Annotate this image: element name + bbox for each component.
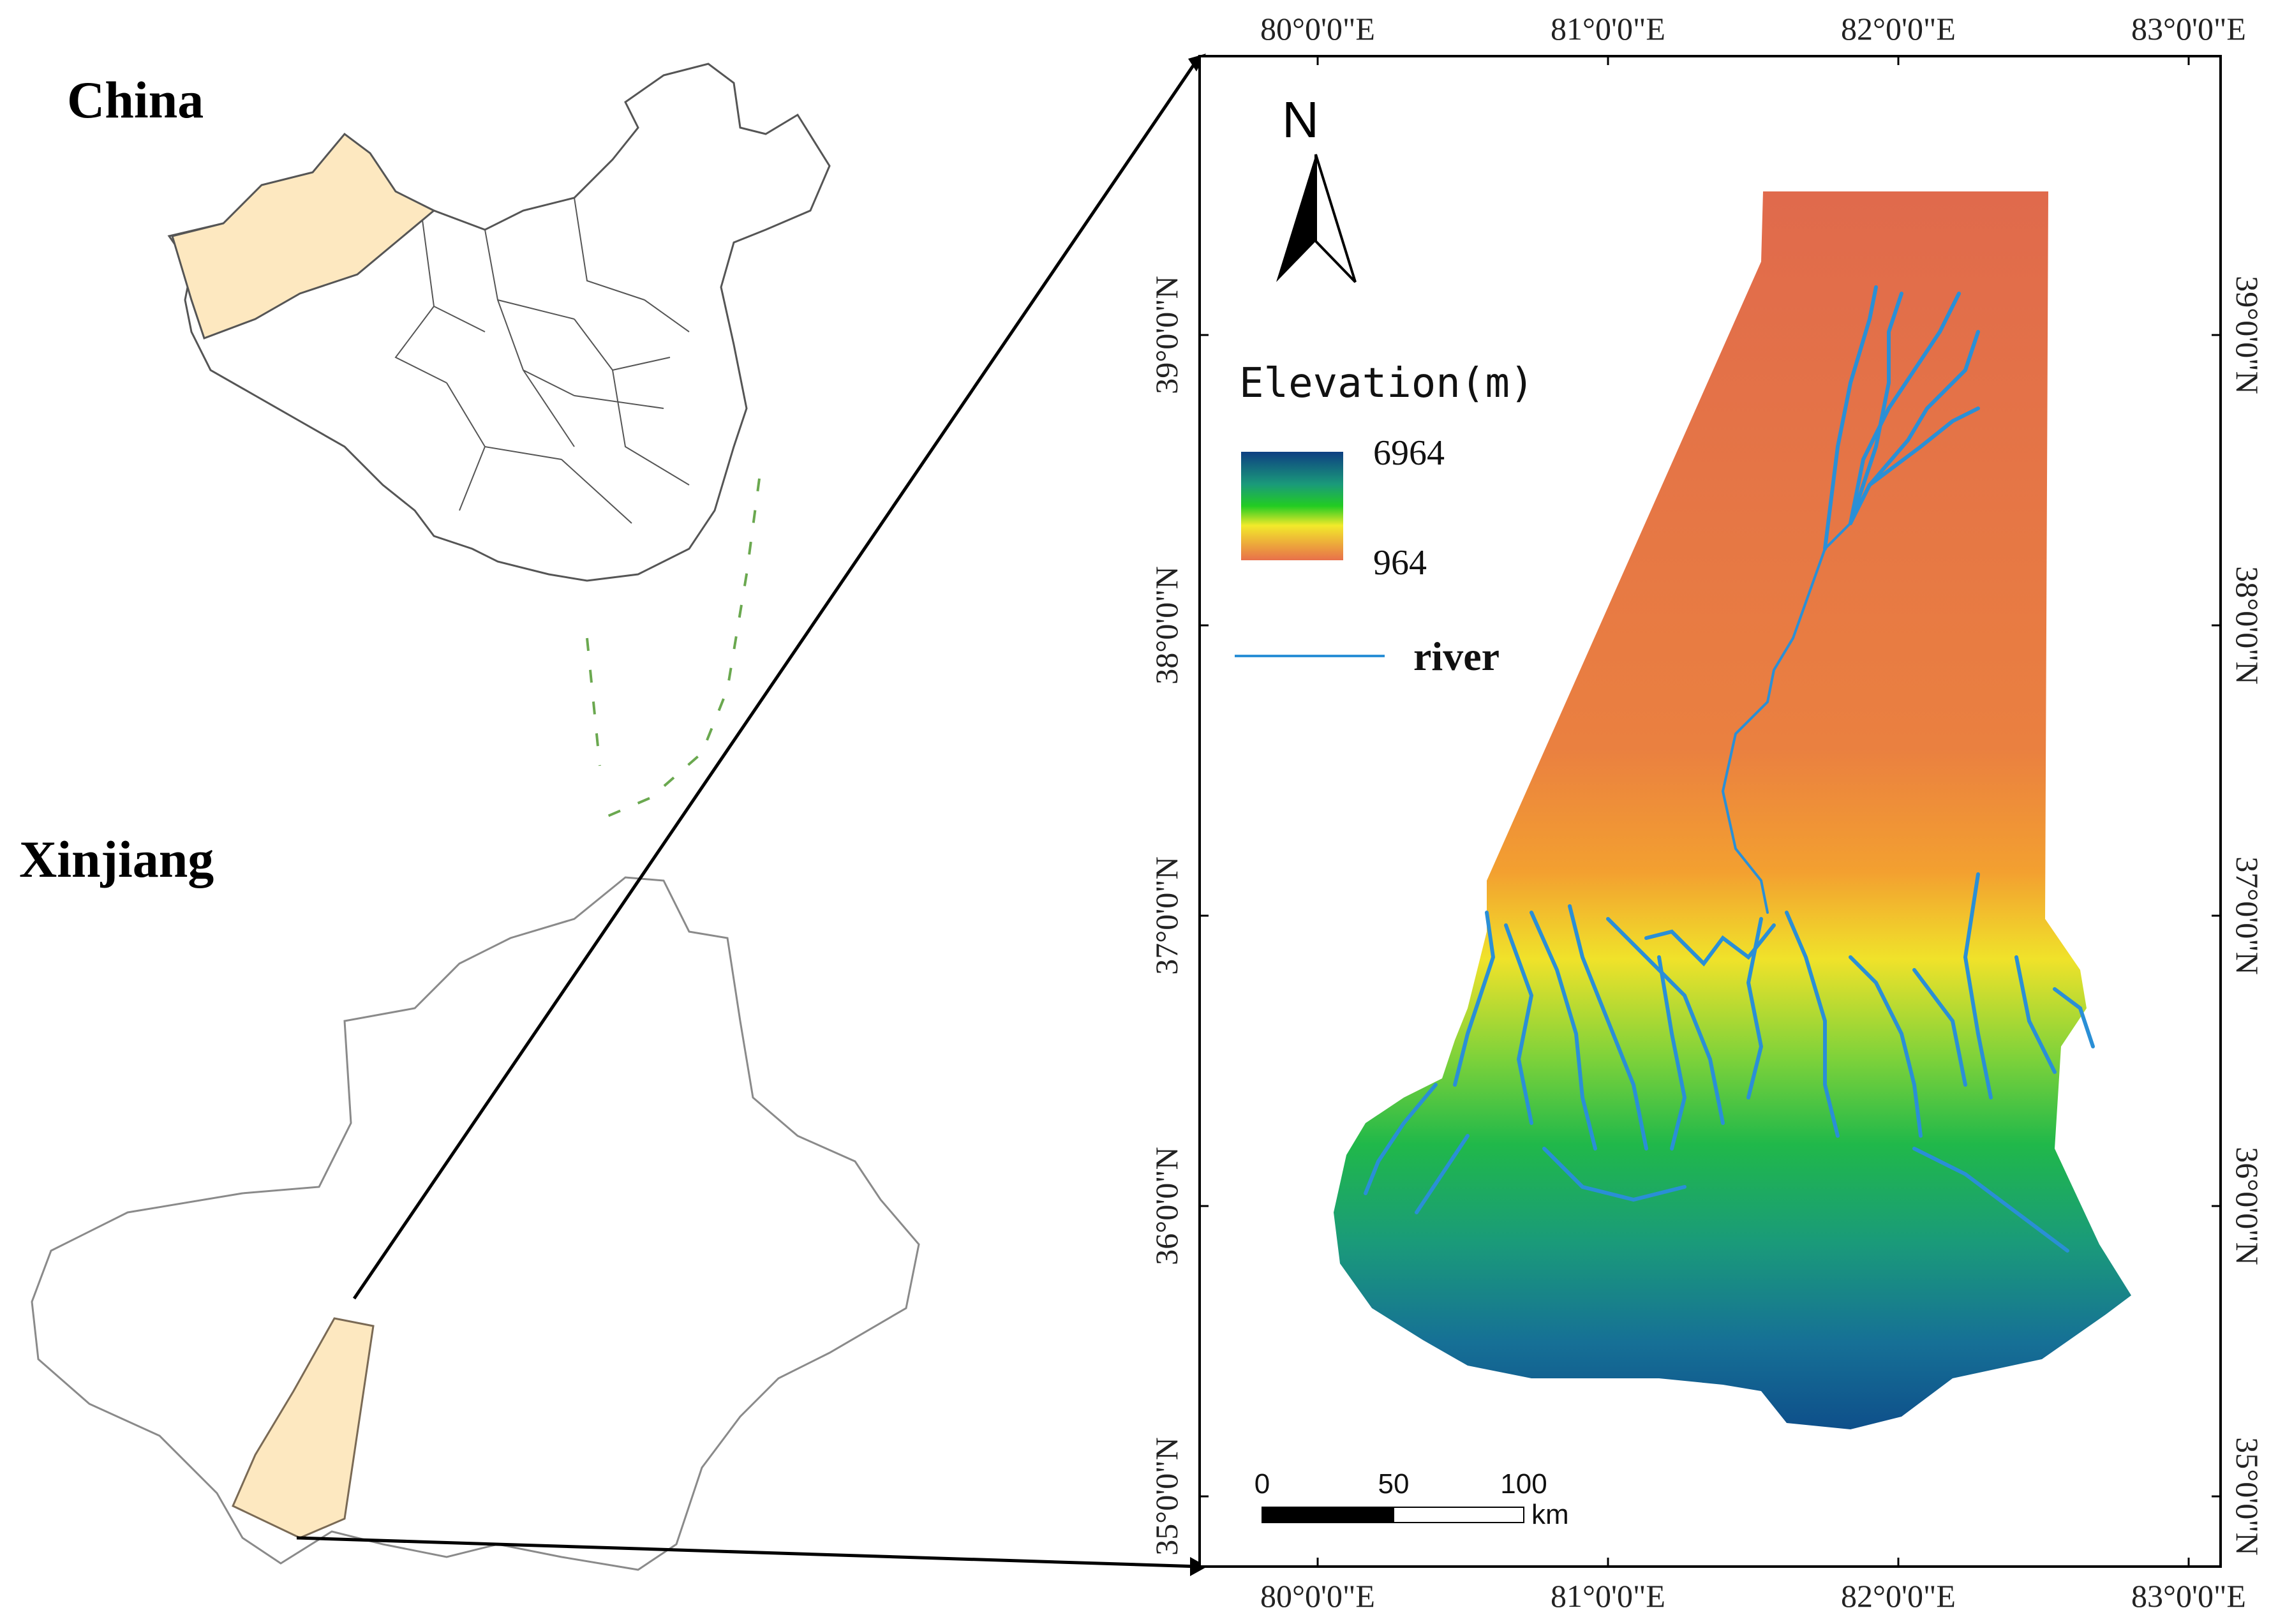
- axis-left-label: 36°0'0"N: [1149, 1147, 1184, 1265]
- scale-bar-white: [1393, 1507, 1524, 1523]
- river-lower: [1785, 911, 1840, 1138]
- river-lower: [1530, 911, 1597, 1151]
- xinjiang-highlight-china: [171, 132, 436, 339]
- river-lower: [1912, 1147, 2069, 1253]
- xinjiang-map: [31, 876, 920, 1571]
- north-arrow-right: [1314, 154, 1357, 283]
- axis-right-label: 39°0'0"N: [2230, 276, 2265, 394]
- scale-tick-0: 0: [1254, 1468, 1270, 1500]
- scale-tick-50: 50: [1378, 1468, 1410, 1500]
- scale-unit: km: [1531, 1499, 1569, 1530]
- river-lower: [2014, 955, 2057, 1074]
- north-arrow: N: [1276, 91, 1357, 283]
- river-branch: [1868, 406, 1980, 487]
- river-branch: [1849, 330, 1980, 525]
- axis-right-label: 37°0'0"N: [2230, 856, 2265, 975]
- river-lower: [1542, 1147, 1686, 1202]
- connector-bottom: [296, 1536, 1200, 1568]
- axis-top-label: 83°0'0"E: [2131, 11, 2246, 47]
- connector-top: [352, 55, 1202, 1300]
- river-lower: [1657, 955, 1687, 1151]
- river-branch: [1849, 292, 1961, 525]
- south-sea-dashes: [586, 478, 761, 818]
- axis-right-label: 36°0'0"N: [2230, 1147, 2265, 1265]
- scale-bar: 0 50 100 km: [1254, 1468, 1569, 1530]
- axis-left-label: 35°0'0"N: [1149, 1437, 1184, 1556]
- river-lower: [1415, 1134, 1470, 1214]
- river-lower: [1606, 917, 1725, 1125]
- axis-bottom-label: 81°0'0"E: [1551, 1578, 1665, 1614]
- legend-title: Elevation(m): [1239, 360, 1534, 407]
- axis-top-label: 81°0'0"E: [1551, 11, 1665, 47]
- river-lower: [1504, 923, 1534, 1125]
- study-area-dem: [1334, 191, 2131, 1429]
- legend-color-ramp: [1241, 452, 1343, 560]
- xinjiang-label: Xinjiang: [19, 830, 214, 888]
- xinjiang-outline: [31, 876, 920, 1571]
- axis-left-label: 37°0'0"N: [1149, 856, 1184, 975]
- legend-min-label: 964: [1373, 543, 1427, 583]
- river-lower: [2053, 987, 2095, 1048]
- axis-right: 39°0'0"N 38°0'0"N 37°0'0"N 36°0'0"N 35°0…: [2230, 276, 2265, 1556]
- river-lower: [1746, 917, 1764, 1099]
- river-lower: [1912, 968, 1967, 1087]
- river-main: [1721, 522, 1852, 914]
- river-lower: [1453, 911, 1496, 1087]
- north-arrow-label: N: [1282, 91, 1319, 148]
- study-area-xinjiang: [232, 1317, 375, 1539]
- river-lower: [1963, 872, 1993, 1099]
- axis-left-label: 38°0'0"N: [1149, 566, 1184, 685]
- china-label: China: [67, 71, 204, 129]
- axis-bottom: 80°0'0"E 81°0'0"E 82°0'0"E 83°0'0"E: [1260, 1578, 2246, 1614]
- axis-left: 39°0'0"N 38°0'0"N 37°0'0"N 36°0'0"N 35°0…: [1149, 276, 1184, 1556]
- scale-bar-black: [1262, 1507, 1394, 1523]
- axis-bottom-label: 83°0'0"E: [2131, 1578, 2246, 1614]
- river-branch: [1823, 285, 1878, 551]
- axis-top-label: 80°0'0"E: [1260, 11, 1375, 47]
- axis-left-label: 39°0'0"N: [1149, 276, 1184, 394]
- axis-top-label: 82°0'0"E: [1841, 11, 1956, 47]
- china-map: [167, 63, 831, 818]
- china-outline: [167, 63, 831, 582]
- axis-right-label: 35°0'0"N: [2230, 1437, 2265, 1556]
- province-borders: [394, 197, 690, 524]
- river-branch: [1849, 292, 1903, 525]
- legend-river-label: river: [1413, 634, 1500, 679]
- legend: Elevation(m) 6964 964 river: [1235, 360, 1534, 679]
- axis-right-label: 38°0'0"N: [2230, 566, 2265, 685]
- river-lower: [1568, 904, 1648, 1151]
- north-arrow-left: [1276, 154, 1316, 282]
- scale-tick-100: 100: [1500, 1468, 1547, 1500]
- axis-top: 80°0'0"E 81°0'0"E 82°0'0"E 83°0'0"E: [1260, 11, 2246, 47]
- axis-bottom-label: 80°0'0"E: [1260, 1578, 1375, 1614]
- river-network: [1364, 285, 2095, 1253]
- river-lower: [1364, 1083, 1438, 1195]
- axis-ticks: [1200, 56, 2221, 1567]
- legend-max-label: 6964: [1373, 433, 1445, 473]
- river-lower: [1849, 955, 1923, 1138]
- axis-bottom-label: 82°0'0"E: [1841, 1578, 1956, 1614]
